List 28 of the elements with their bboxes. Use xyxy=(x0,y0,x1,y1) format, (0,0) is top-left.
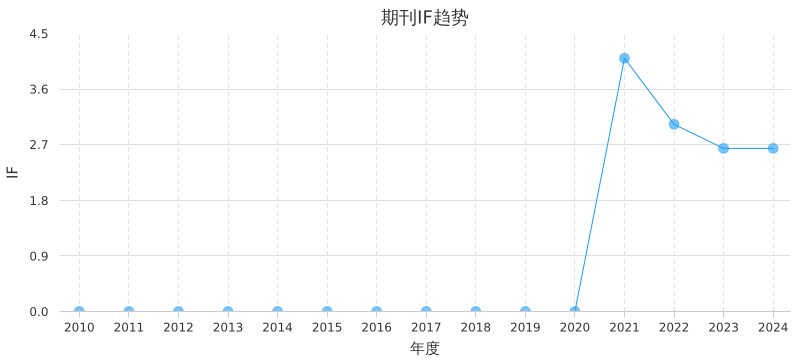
x-tick-label: 2023 xyxy=(708,320,739,334)
x-tick-label: 2010 xyxy=(64,320,95,334)
x-tick-label: 2017 xyxy=(410,320,442,334)
x-tick-label: 2018 xyxy=(460,320,492,334)
x-tick-label: 2012 xyxy=(163,320,194,334)
x-tick-label: 2021 xyxy=(609,320,640,334)
x-tick-label: 2020 xyxy=(560,320,590,334)
y-tick-label: 0.9 xyxy=(29,249,49,264)
point xyxy=(618,52,630,64)
x-tick-label: 2014 xyxy=(262,320,293,334)
x-tick-label: 2016 xyxy=(361,320,392,334)
y-tick-label: 1.8 xyxy=(29,194,49,208)
chart-title: 期刊IF趋势 xyxy=(381,8,469,28)
x-tick-label: 2013 xyxy=(212,320,244,334)
y-tick-label: 3.6 xyxy=(29,82,49,97)
y-tick-label: 4.5 xyxy=(29,27,49,41)
x-tick-label: 2024 xyxy=(758,320,788,334)
x-tick-label: 2015 xyxy=(312,320,342,334)
point xyxy=(718,142,730,154)
y-axis-title: IF xyxy=(3,166,22,180)
y-tick-label: 2.7 xyxy=(29,138,49,152)
x-axis-title: 年度 xyxy=(410,340,440,358)
y-tick-label: 0.0 xyxy=(29,305,49,319)
point xyxy=(768,142,779,154)
x-tick-label: 2011 xyxy=(114,320,144,334)
point xyxy=(668,118,680,130)
x-tick-label: 2022 xyxy=(658,320,690,334)
x-tick-label: 2019 xyxy=(510,320,541,334)
